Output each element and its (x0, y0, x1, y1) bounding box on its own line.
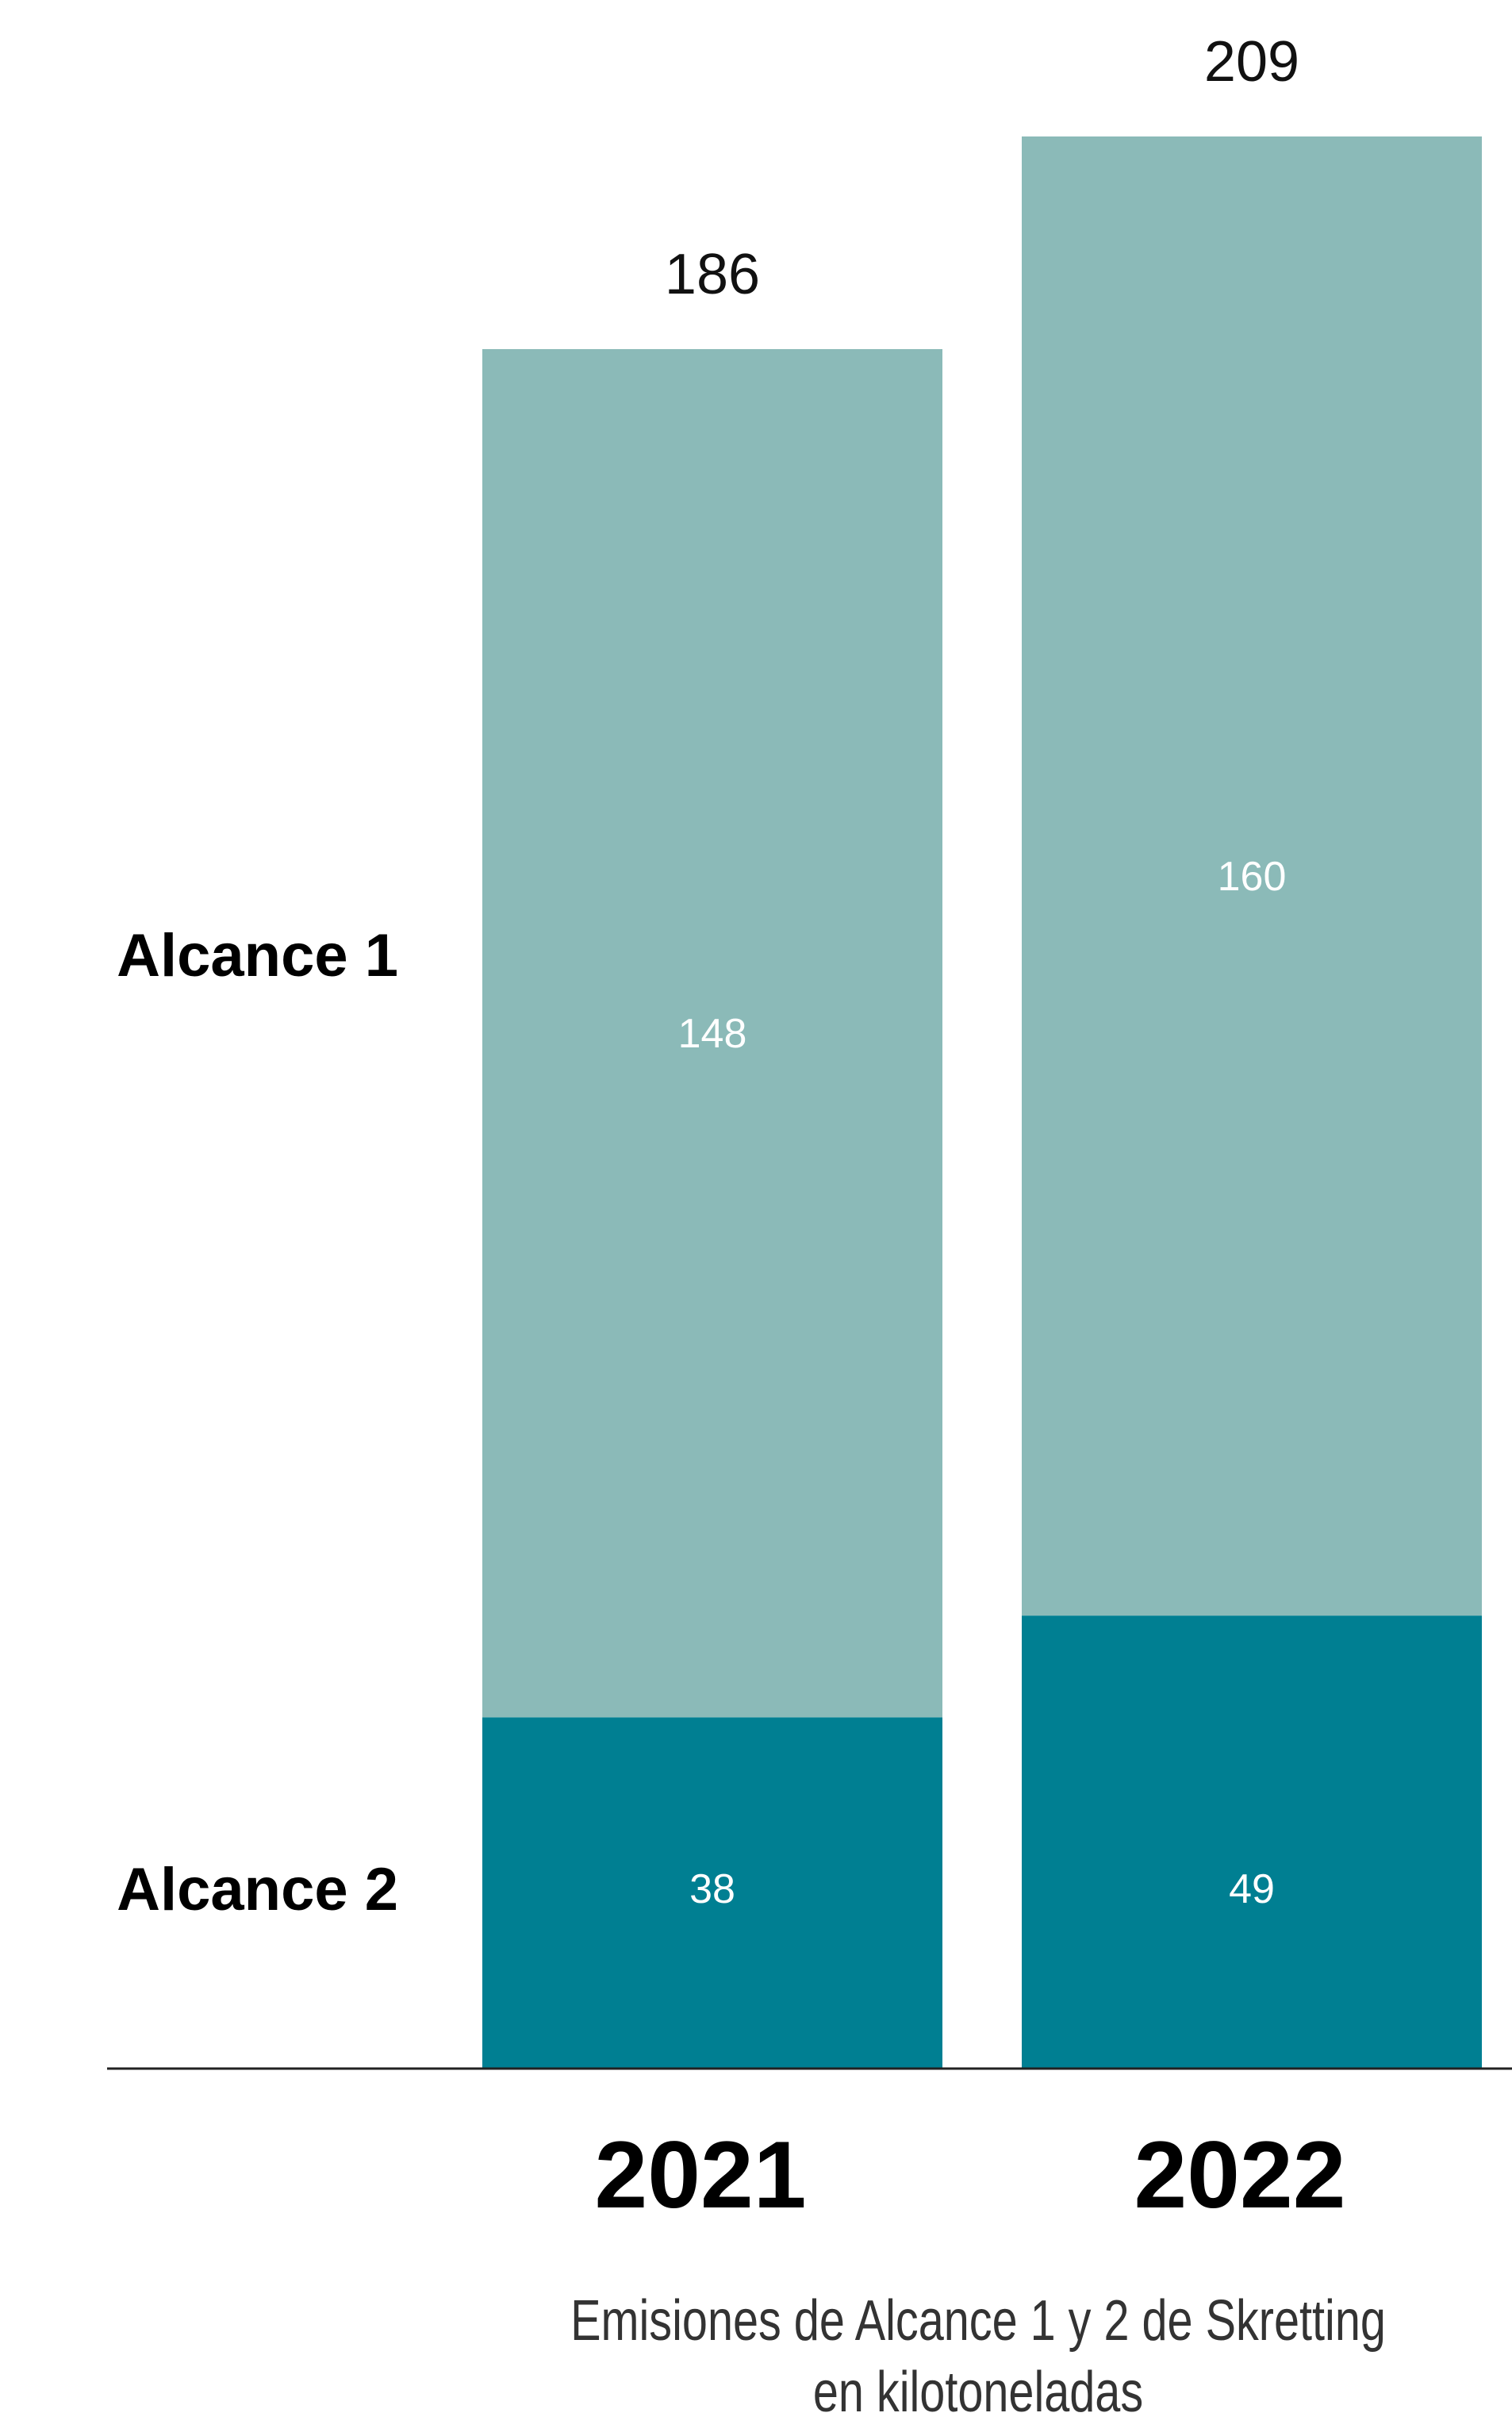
x-axis-labels: 2021 2022 (595, 2122, 1346, 2228)
x-tick-label: 2022 (1134, 2122, 1346, 2228)
segment-value-label: 160 (1218, 854, 1287, 900)
x-tick-label: 2021 (595, 2122, 807, 2228)
segment-value-label: 49 (1229, 1866, 1275, 1912)
bar-segment-alcance-1-2022 (1022, 136, 1482, 1616)
total-value-label: 186 (665, 243, 760, 306)
segment-value-label: 38 (689, 1866, 735, 1912)
bar-segment-alcance-2-2021 (482, 1717, 942, 2069)
stacked-bar-chart: 38 148 186 49 160 209 Alcance 2 Alcance 1 2021… (107, 30, 1512, 2228)
legend-label: Alcance 1 (117, 922, 398, 989)
segment-value-label: 148 (678, 1011, 747, 1057)
bar-segment-alcance-1-2021 (482, 348, 942, 1718)
legend-group: Alcance 2 Alcance 1 (117, 922, 398, 1923)
total-value-label: 209 (1204, 30, 1299, 94)
labels-group: 38 148 186 49 160 209 (665, 30, 1299, 1912)
chart-caption: Emisiones de Alcance 1 y 2 de Skretting … (570, 2289, 1386, 2424)
legend-label: Alcance 2 (117, 1856, 398, 1923)
bar-segment-alcance-2-2022 (1022, 1616, 1482, 2069)
bars-group (482, 136, 1482, 2069)
